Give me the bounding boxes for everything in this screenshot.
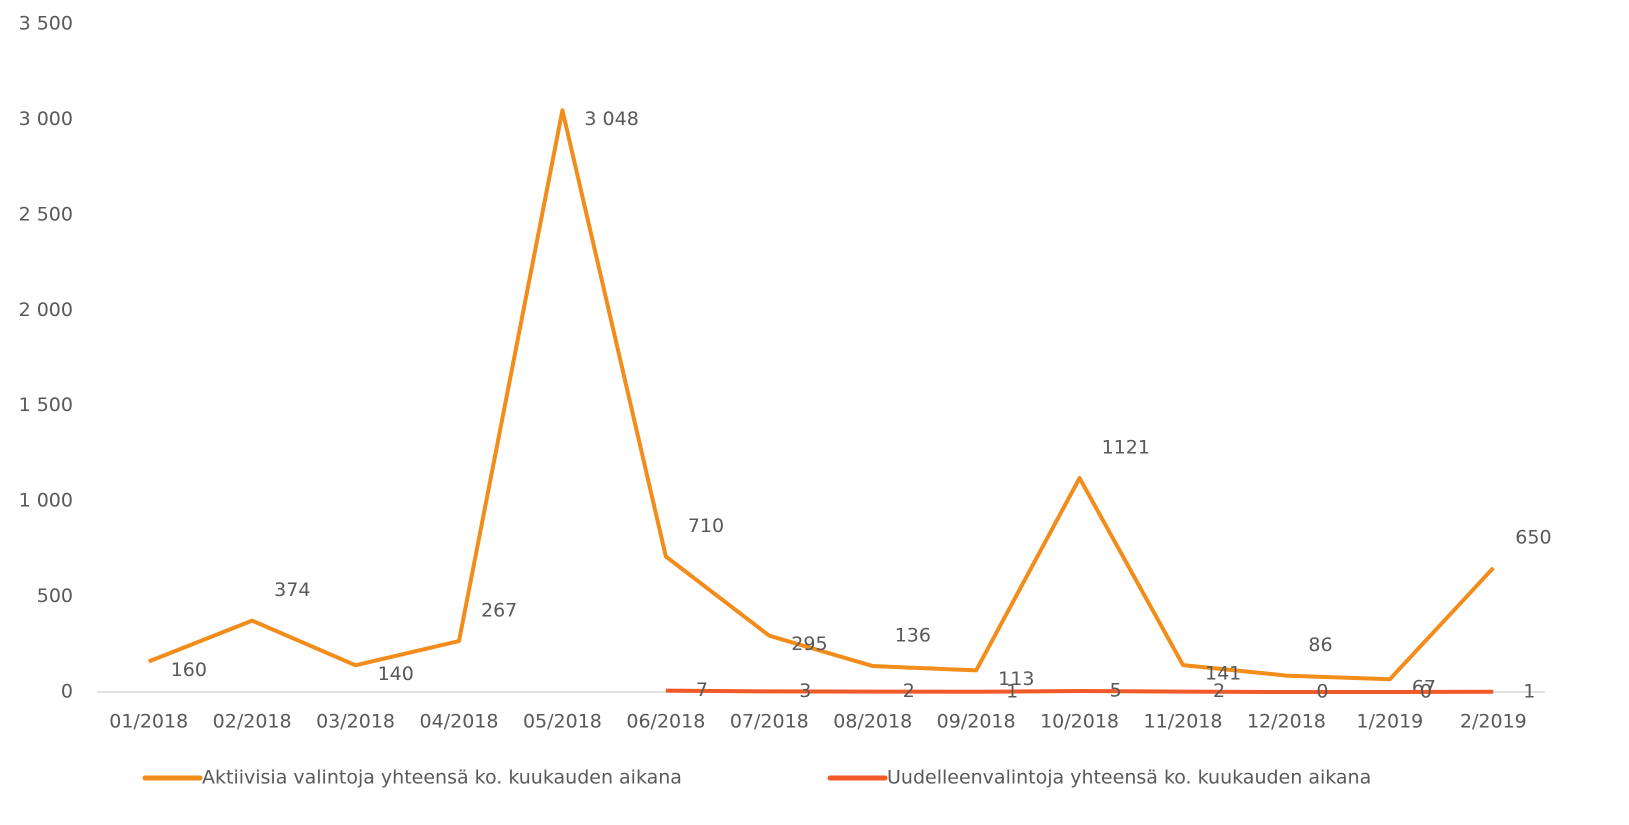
data-label: 0 [1316, 681, 1328, 703]
x-tick-label: 06/2018 [626, 711, 705, 733]
x-tick-label: 2/2019 [1460, 711, 1527, 733]
y-tick-label: 2 500 [19, 203, 73, 225]
x-tick-label: 12/2018 [1247, 711, 1326, 733]
legend-label: Uudelleenvalintoja yhteensä ko. kuukaude… [887, 767, 1371, 789]
data-label: 2 [903, 680, 915, 702]
data-label: 136 [895, 625, 931, 647]
x-tick-label: 08/2018 [833, 711, 912, 733]
data-label: 1121 [1102, 437, 1150, 459]
series-line [665, 688, 1494, 694]
data-label: 267 [481, 600, 517, 622]
y-tick-label: 2 000 [19, 299, 73, 321]
data-label: 113 [998, 668, 1034, 690]
data-label: 160 [171, 659, 207, 681]
y-tick-label: 3 000 [19, 108, 73, 130]
data-label: 1 [1006, 680, 1018, 702]
x-tick-label: 03/2018 [316, 711, 395, 733]
y-tick-label: 1 500 [19, 394, 73, 416]
y-tick-label: 3 500 [19, 13, 73, 35]
data-label: 295 [791, 633, 827, 655]
x-tick-label: 1/2019 [1356, 711, 1423, 733]
data-label: 140 [378, 663, 414, 685]
data-label: 710 [688, 515, 724, 537]
data-label: 5 [1110, 680, 1122, 702]
series-line [147, 108, 1495, 682]
x-tick-label: 09/2018 [937, 711, 1016, 733]
x-tick-label: 07/2018 [730, 711, 809, 733]
y-tick-label: 0 [61, 681, 73, 703]
y-tick-label: 500 [37, 585, 73, 607]
x-tick-label: 02/2018 [213, 711, 292, 733]
data-label: 141 [1205, 663, 1241, 685]
x-tick-label: 04/2018 [420, 711, 499, 733]
y-tick-label: 1 000 [19, 490, 73, 512]
data-label: 374 [274, 579, 310, 601]
data-label: 2 [1213, 680, 1225, 702]
data-label: 7 [696, 679, 708, 701]
legend-label: Aktiivisia valintoja yhteensä ko. kuukau… [202, 767, 682, 789]
data-label: 1 [1523, 680, 1535, 702]
data-label: 0 [1420, 681, 1432, 703]
data-label: 650 [1515, 526, 1551, 548]
x-tick-label: 05/2018 [523, 711, 602, 733]
data-label: 3 [799, 680, 811, 702]
x-tick-label: 01/2018 [109, 711, 188, 733]
x-tick-label: 11/2018 [1144, 711, 1223, 733]
data-label: 86 [1308, 634, 1332, 656]
data-label: 3 048 [584, 108, 638, 130]
x-tick-label: 10/2018 [1040, 711, 1119, 733]
